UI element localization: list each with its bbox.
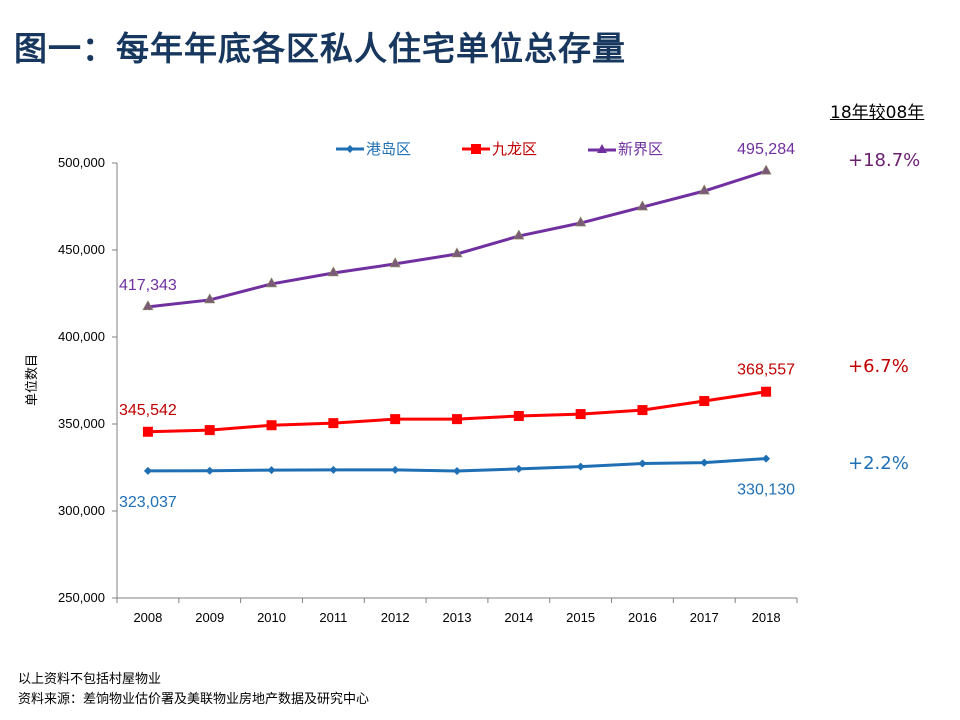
data-point-triangle bbox=[575, 216, 587, 227]
data-point-diamond bbox=[576, 462, 585, 471]
footnote-exclusion: 以上资料不包括村屋物业 bbox=[18, 672, 162, 687]
data-point-triangle bbox=[698, 184, 710, 195]
data-point-square bbox=[390, 414, 401, 425]
data-point-diamond bbox=[143, 466, 152, 475]
data-point-diamond bbox=[638, 459, 647, 468]
data-point-diamond bbox=[205, 466, 214, 475]
pct-change-hk-island: +2.2% bbox=[848, 453, 909, 474]
data-point-square bbox=[204, 425, 215, 436]
x-tick-label: 2009 bbox=[195, 610, 224, 625]
y-axis-label: 单位数目 bbox=[25, 354, 40, 406]
data-point-diamond bbox=[391, 465, 400, 474]
data-label: 323,037 bbox=[119, 494, 177, 511]
data-label: 330,130 bbox=[737, 482, 795, 499]
legend-item-new-territories: 新界区 bbox=[588, 138, 663, 159]
legend-item-hk-island: 港岛区 bbox=[336, 138, 411, 159]
page-title: 图一：每年年底各区私人住宅单位总存量 bbox=[14, 29, 626, 68]
data-point-triangle bbox=[760, 164, 772, 175]
series-line-1 bbox=[147, 390, 767, 434]
y-tick-label: 250,000 bbox=[58, 590, 105, 605]
comparison-header: 18年较08年 bbox=[830, 103, 925, 123]
data-point-square bbox=[266, 420, 277, 431]
pct-change-kowloon: +6.7% bbox=[848, 356, 909, 377]
data-point-triangle bbox=[513, 229, 525, 240]
pct-change-new-territories: +18.7% bbox=[848, 150, 921, 171]
data-label: 368,557 bbox=[737, 362, 795, 379]
data-point-triangle bbox=[204, 293, 216, 304]
data-point-square bbox=[637, 405, 648, 416]
data-point-triangle bbox=[636, 200, 648, 211]
data-point-square bbox=[142, 426, 153, 437]
y-tick-label: 350,000 bbox=[58, 416, 105, 431]
series-line-2 bbox=[147, 169, 767, 309]
data-point-square bbox=[513, 410, 524, 421]
y-tick-label: 450,000 bbox=[58, 242, 105, 257]
legend-item-kowloon: 九龙区 bbox=[462, 138, 537, 159]
legend-label: 港岛区 bbox=[366, 140, 412, 158]
data-point-square bbox=[328, 418, 339, 429]
legend-label: 新界区 bbox=[618, 140, 664, 158]
data-point-diamond bbox=[453, 466, 461, 475]
data-point-diamond bbox=[514, 464, 523, 473]
data-point-diamond bbox=[700, 458, 709, 467]
data-label: 417,343 bbox=[119, 277, 177, 294]
x-tick-label: 2012 bbox=[381, 610, 410, 625]
data-point-square bbox=[761, 386, 772, 397]
legend-marker-square-icon bbox=[462, 142, 490, 156]
data-point-triangle bbox=[327, 266, 339, 277]
data-label: 495,284 bbox=[737, 141, 795, 158]
data-point-square bbox=[575, 409, 586, 420]
y-tick-label: 500,000 bbox=[58, 155, 105, 170]
x-tick-label: 2011 bbox=[319, 610, 347, 625]
legend-label: 九龙区 bbox=[492, 140, 538, 158]
x-tick-label: 2013 bbox=[443, 610, 472, 625]
data-point-square bbox=[452, 414, 462, 425]
x-tick-label: 2015 bbox=[566, 610, 595, 625]
data-point-diamond bbox=[267, 466, 276, 475]
x-tick-label: 2014 bbox=[504, 610, 533, 625]
data-point-triangle bbox=[451, 247, 463, 258]
footnote-source: 资料来源：差饷物业估价署及美联物业房地产数据及研究中心 bbox=[18, 692, 370, 707]
data-point-diamond bbox=[762, 454, 771, 463]
data-label: 345,542 bbox=[119, 402, 177, 419]
x-tick-label: 2018 bbox=[752, 610, 781, 625]
legend-marker-diamond-icon bbox=[336, 142, 364, 156]
y-tick-label: 400,000 bbox=[58, 329, 105, 344]
y-tick-label: 300,000 bbox=[58, 503, 105, 518]
data-point-triangle bbox=[266, 277, 278, 288]
x-tick-label: 2010 bbox=[257, 610, 286, 625]
legend-marker-triangle-icon bbox=[588, 142, 616, 156]
data-point-square bbox=[699, 396, 710, 407]
x-tick-label: 2008 bbox=[133, 610, 162, 625]
x-tick-label: 2017 bbox=[690, 610, 719, 625]
data-point-triangle bbox=[142, 300, 154, 311]
x-tick-label: 2016 bbox=[628, 610, 657, 625]
data-point-diamond bbox=[329, 465, 338, 474]
data-point-triangle bbox=[389, 257, 401, 268]
